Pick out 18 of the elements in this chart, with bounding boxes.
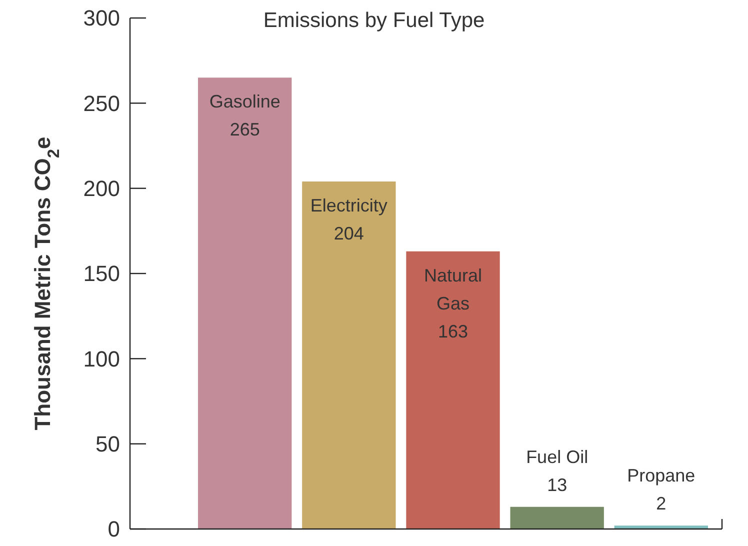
data-label: 13 xyxy=(547,474,568,495)
y-tick-label: 250 xyxy=(83,90,120,116)
y-tick-label: 300 xyxy=(83,6,120,31)
data-label: 163 xyxy=(438,321,468,342)
y-tick-label: 150 xyxy=(83,261,120,286)
x-tick-label: Fuel Oil xyxy=(526,446,588,467)
data-label: 265 xyxy=(230,120,260,140)
chart-title: Emissions by Fuel Type xyxy=(263,9,485,32)
y-tick-label: 0 xyxy=(108,516,120,542)
y-tick-label: 200 xyxy=(83,176,120,202)
data-label: 2 xyxy=(656,494,666,514)
x-tick-label: Gasoline xyxy=(209,92,280,112)
y-tick-label: 100 xyxy=(83,346,120,372)
x-tick-label: Propane xyxy=(627,466,696,486)
data-label: 204 xyxy=(334,224,364,244)
x-tick-label: Electricity xyxy=(310,196,388,216)
x-tick-label: Natural Gas xyxy=(424,265,482,314)
y-tick-label: 50 xyxy=(96,432,120,457)
